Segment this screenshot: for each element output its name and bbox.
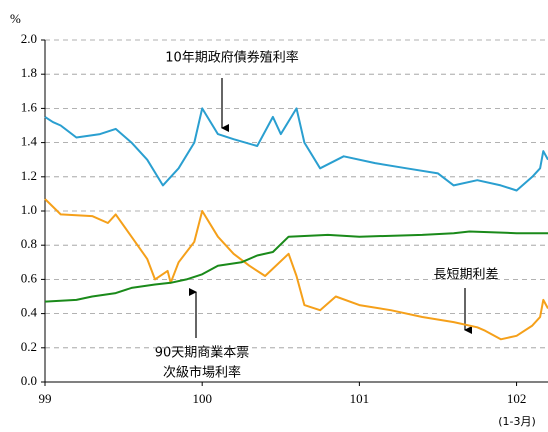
y-tick-label: 1.6 (21, 99, 38, 114)
y-tick-label: 0.4 (21, 305, 38, 320)
y-tick-label: 1.0 (21, 202, 37, 217)
series-line (44, 107, 548, 192)
y-tick-label: 0.2 (21, 339, 37, 354)
x-note: (1-3月) (498, 415, 536, 428)
x-tick-label: 100 (192, 391, 212, 406)
x-tick-label: 102 (507, 391, 527, 406)
y-tick-label: 1.8 (21, 65, 37, 80)
y-tick-label: 0.6 (21, 270, 38, 285)
y-tick-label: 1.4 (21, 134, 38, 149)
y-tick-label: 0.8 (21, 236, 37, 251)
annotation: 次級市場利率 (163, 365, 241, 381)
series-line (44, 230, 548, 303)
y-tick-label: 1.2 (21, 168, 37, 183)
y-tick-label: 0.0 (21, 373, 37, 388)
y-axis-label: % (10, 11, 21, 26)
annotation: 長短期利差 (433, 268, 498, 283)
annotation: 10年期政府債券殖利率 (165, 50, 299, 66)
y-tick-label: 2.0 (21, 31, 37, 46)
x-tick-label: 99 (39, 391, 52, 406)
series-line (44, 198, 548, 341)
annotation: 90天期商業本票 (155, 345, 250, 361)
x-tick-label: 101 (350, 391, 370, 406)
